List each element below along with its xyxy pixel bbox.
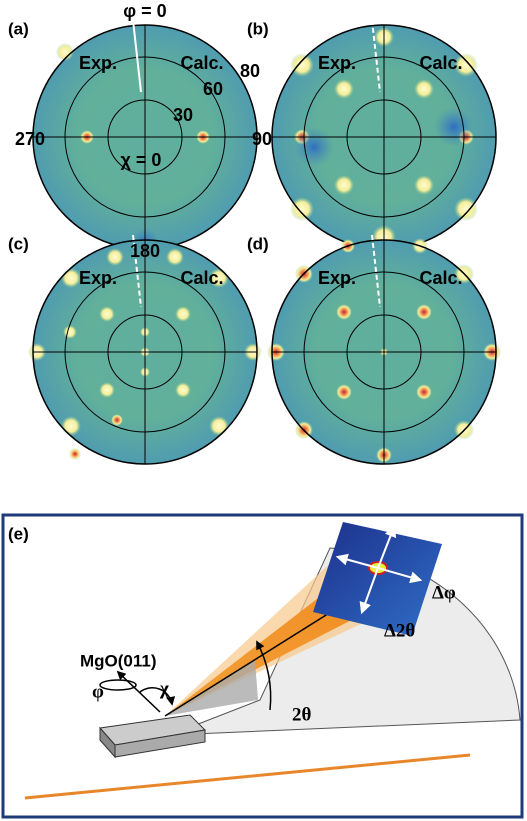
pole-spot xyxy=(175,382,191,398)
panel-label: (b) xyxy=(247,19,269,38)
pole-spot xyxy=(111,414,123,426)
panel-label: (a) xyxy=(8,19,29,38)
pole-figures: (a) Exp. Calc. (b) Exp. Calc. (c) Exp. Calc. (d) E… xyxy=(8,19,501,464)
setup-panel: (e) MgO(011) φ χ 2θ Δφ Δ2θ xyxy=(3,515,522,817)
pole-spot xyxy=(334,175,354,195)
phi-label: 180 xyxy=(130,241,160,261)
pole-spot xyxy=(106,248,124,266)
figure: (a) Exp. Calc. (b) Exp. Calc. (c) Exp. Calc. (d) E… xyxy=(0,0,527,821)
pole-spot xyxy=(175,306,191,322)
chi-label: 80 xyxy=(240,61,260,81)
chi-symbol: χ xyxy=(159,678,169,699)
calc-label: Calc. xyxy=(180,53,223,73)
pole-spot xyxy=(414,79,434,99)
pole-spot xyxy=(336,304,352,320)
chi-label: 30 xyxy=(173,105,193,125)
pole-spot xyxy=(294,127,334,167)
pole-spot xyxy=(454,197,478,221)
chi-label: χ = 0 xyxy=(121,150,162,170)
pole-spot xyxy=(69,448,81,460)
phi-label: φ = 0 xyxy=(123,1,166,21)
pole-spot xyxy=(166,248,184,266)
panel-label: (c) xyxy=(8,234,29,253)
pole-spot xyxy=(99,382,115,398)
panel-label: (d) xyxy=(247,234,269,253)
pole-figure: (a) Exp. Calc. xyxy=(8,19,257,256)
pole-spot xyxy=(290,53,314,77)
pole-spot xyxy=(336,384,352,400)
delta-two-theta-label: Δ2θ xyxy=(384,620,415,641)
pole-spot xyxy=(99,306,115,322)
exp-label: Exp. xyxy=(318,53,356,73)
sample-label: MgO(011) xyxy=(80,651,157,670)
chi-label: 60 xyxy=(203,79,223,99)
exp-label: Exp. xyxy=(79,268,117,288)
pole-spot xyxy=(416,384,432,400)
pole-spot xyxy=(416,304,432,320)
pole-figure: (c) Exp. Calc. xyxy=(8,234,262,464)
pole-spot xyxy=(334,79,354,99)
exp-label: Exp. xyxy=(318,268,356,288)
phi-label: 90 xyxy=(252,129,272,149)
pole-spot xyxy=(434,107,474,147)
phi-symbol: φ xyxy=(92,681,104,702)
phi-label: 270 xyxy=(15,129,45,149)
calc-label: Calc. xyxy=(180,268,223,288)
two-theta-label: 2θ xyxy=(292,704,312,725)
pole-figure: (b) Exp. Calc. xyxy=(247,19,496,249)
calc-label: Calc. xyxy=(419,268,462,288)
pole-figure: (d) Exp. Calc. xyxy=(247,234,501,464)
panel-label: (e) xyxy=(8,524,29,543)
delta-phi-label: Δφ xyxy=(432,582,456,603)
pole-spot xyxy=(61,416,81,436)
pole-spot xyxy=(63,325,77,339)
pole-spot xyxy=(290,197,314,221)
calc-label: Calc. xyxy=(419,53,462,73)
exp-label: Exp. xyxy=(79,53,117,73)
pole-spot xyxy=(414,175,434,195)
pole-spot xyxy=(209,416,229,436)
